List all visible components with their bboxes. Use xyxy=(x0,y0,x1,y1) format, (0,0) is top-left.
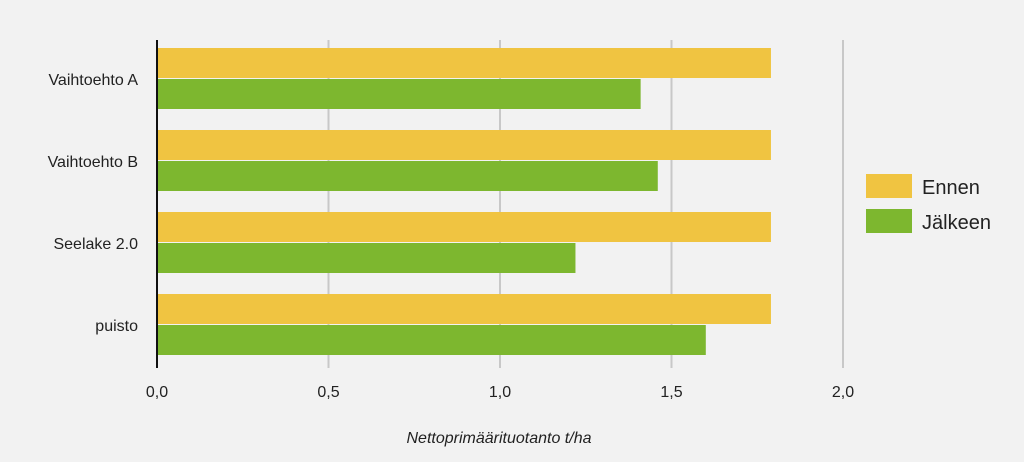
bar-j-lkeen-2 xyxy=(157,243,576,273)
bar-ennen-0 xyxy=(157,48,771,78)
bar-ennen-1 xyxy=(157,130,771,160)
legend-label-0: Ennen xyxy=(922,177,980,199)
bar-j-lkeen-3 xyxy=(157,325,706,355)
category-label: puisto xyxy=(95,318,138,335)
bar-j-lkeen-0 xyxy=(157,79,641,109)
legend: Ennen Jälkeen xyxy=(866,174,991,234)
x-tick-label: 0,5 xyxy=(317,384,339,401)
bar-ennen-3 xyxy=(157,294,771,324)
x-axis-title: Nettoprimäärituotanto t/ha xyxy=(407,430,592,447)
bar-ennen-2 xyxy=(157,212,771,242)
bars xyxy=(157,48,771,355)
x-tick-label: 2,0 xyxy=(832,384,854,401)
x-tick-label: 1,0 xyxy=(489,384,511,401)
category-label: Vaihtoehto A xyxy=(48,72,138,89)
x-tick-label: 1,5 xyxy=(660,384,682,401)
category-labels: Vaihtoehto A Vaihtoehto B Seelake 2.0 puist… xyxy=(48,72,139,335)
bar-j-lkeen-1 xyxy=(157,161,658,191)
x-tick-labels: 0,0 0,5 1,0 1,5 2,0 xyxy=(146,384,854,401)
x-tick-label: 0,0 xyxy=(146,384,168,401)
legend-label-1: Jälkeen xyxy=(922,212,991,234)
category-label: Seelake 2.0 xyxy=(53,236,138,253)
legend-swatch-0 xyxy=(866,174,912,198)
legend-swatch-1 xyxy=(866,209,912,233)
category-label: Vaihtoehto B xyxy=(48,154,138,171)
